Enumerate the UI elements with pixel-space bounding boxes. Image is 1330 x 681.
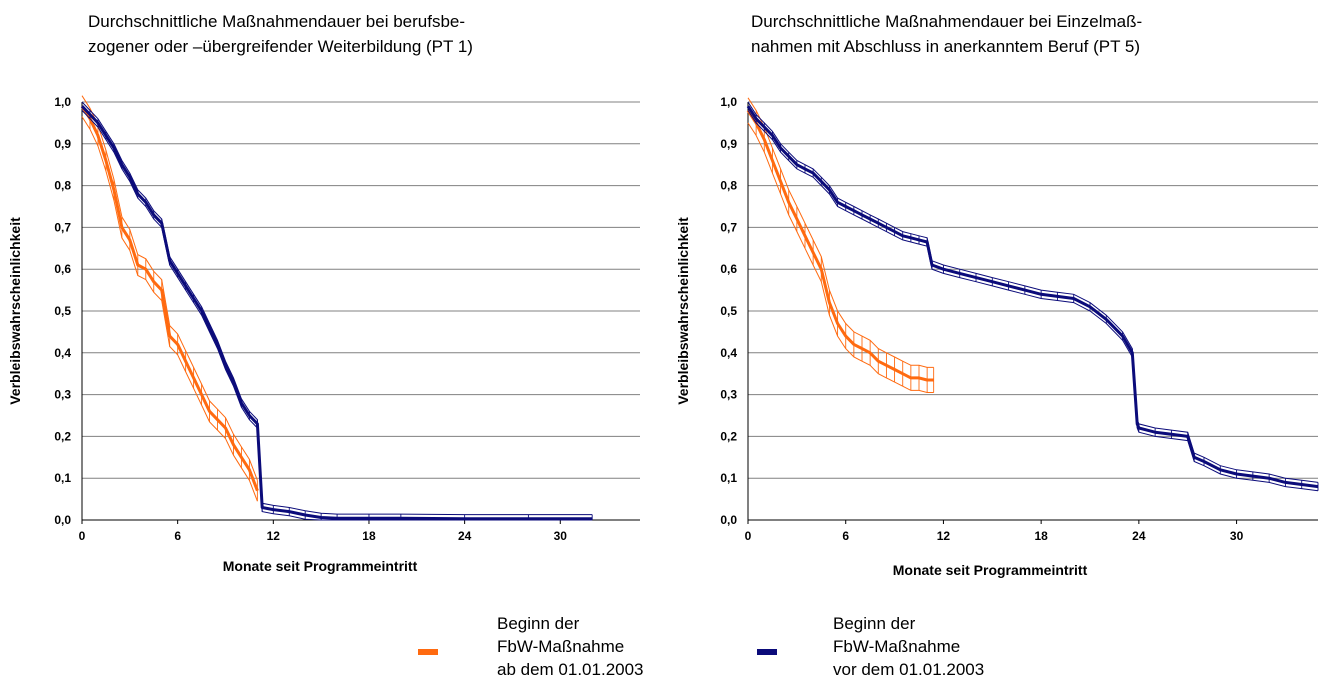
y-tick-label: 0,2 xyxy=(54,429,71,443)
right-plot-area: 0,0 0,1 0,2 0,3 0,4 0,5 0,6 0,7 0,8 0,9 1,0 0 6 12 18 2… xyxy=(720,95,1319,543)
right-x-axis-label: Monate seit Programmeintritt xyxy=(893,562,1088,578)
y-tick-label: 1,0 xyxy=(720,95,737,109)
series-1-ci-upper xyxy=(81,101,593,516)
legend-navy-line3: vor dem 01.01.2003 xyxy=(833,660,984,679)
y-tick-label: 0,7 xyxy=(720,220,737,234)
y-tick-label: 0,2 xyxy=(720,429,737,443)
left-x-axis-label: Monate seit Programmeintritt xyxy=(223,558,418,574)
x-tick-label: 30 xyxy=(1230,529,1244,543)
x-tick-label: 0 xyxy=(745,529,752,543)
y-tick-label: 0,6 xyxy=(54,262,71,276)
left-chart: Durchschnittliche Maßnahmendauer bei ber… xyxy=(7,12,640,574)
x-tick-label: 30 xyxy=(554,529,568,543)
series-0-line xyxy=(80,105,259,492)
y-tick-label: 0,8 xyxy=(720,179,737,193)
y-tick-label: 0,3 xyxy=(720,388,737,402)
left-plot-area: 0,0 0,1 0,2 0,3 0,4 0,5 0,6 0,7 0,8 0,9 1,0 0 6 12 18 2… xyxy=(54,95,640,543)
y-tick-label: 0,7 xyxy=(54,220,71,234)
x-tick-label: 18 xyxy=(362,529,376,543)
x-tick-label: 18 xyxy=(1034,529,1048,543)
series-1-line xyxy=(80,105,593,521)
legend-navy-line1: Beginn der xyxy=(833,614,916,633)
legend-navy-line2: FbW-Maßnahme xyxy=(833,637,960,656)
x-tick-label: 6 xyxy=(842,529,849,543)
y-tick-label: 0,5 xyxy=(54,304,71,318)
series-0-line xyxy=(746,109,934,382)
x-tick-label: 12 xyxy=(937,529,951,543)
y-tick-label: 0,4 xyxy=(54,346,71,360)
right-chart-title-line1: Durchschnittliche Maßnahmendauer bei Ein… xyxy=(751,12,1142,31)
legend-swatch-orange xyxy=(418,649,438,655)
legend-orange-line2: FbW-Maßnahme xyxy=(497,637,624,656)
series-0-ci-upper xyxy=(81,95,258,481)
left-y-axis-label: Verbleibswahrscheinlichkeit xyxy=(7,217,23,405)
x-tick-label: 6 xyxy=(174,529,181,543)
x-tick-label: 24 xyxy=(458,529,472,543)
right-chart: Durchschnittliche Maßnahmendauer bei Ein… xyxy=(675,12,1319,578)
series-0-ci-lower xyxy=(81,116,258,502)
series-1-line xyxy=(746,105,1319,489)
y-tick-label: 0,9 xyxy=(54,137,71,151)
series-0-ci-upper xyxy=(747,97,934,368)
y-tick-label: 0,4 xyxy=(720,346,737,360)
right-chart-title-line2: nahmen mit Abschluss in anerkanntem Beru… xyxy=(751,37,1140,56)
x-tick-label: 0 xyxy=(79,529,86,543)
y-tick-label: 0,0 xyxy=(720,513,737,527)
y-tick-label: 0,6 xyxy=(720,262,737,276)
right-y-axis-label: Verbleibswahrscheinlichkeit xyxy=(675,217,691,405)
y-tick-label: 0,1 xyxy=(54,471,71,485)
y-tick-label: 0,1 xyxy=(720,471,737,485)
legend: Beginn der FbW-Maßnahme ab dem 01.01.200… xyxy=(418,614,984,679)
legend-orange-line1: Beginn der xyxy=(497,614,580,633)
legend-orange-line3: ab dem 01.01.2003 xyxy=(497,660,644,679)
y-tick-label: 0,0 xyxy=(54,513,71,527)
y-tick-label: 0,3 xyxy=(54,388,71,402)
y-tick-label: 0,5 xyxy=(720,304,737,318)
y-tick-label: 0,9 xyxy=(720,137,737,151)
left-chart-title-line2: zogener oder –übergreifender Weiterbildu… xyxy=(88,37,473,56)
series-1-ci-lower xyxy=(81,110,593,521)
legend-swatch-navy xyxy=(757,649,777,655)
y-tick-label: 0,8 xyxy=(54,179,71,193)
y-tick-label: 1,0 xyxy=(54,95,71,109)
series-0-ci-lower xyxy=(747,122,934,393)
x-tick-label: 24 xyxy=(1132,529,1146,543)
x-tick-label: 12 xyxy=(267,529,281,543)
left-chart-title-line1: Durchschnittliche Maßnahmendauer bei ber… xyxy=(88,12,465,31)
